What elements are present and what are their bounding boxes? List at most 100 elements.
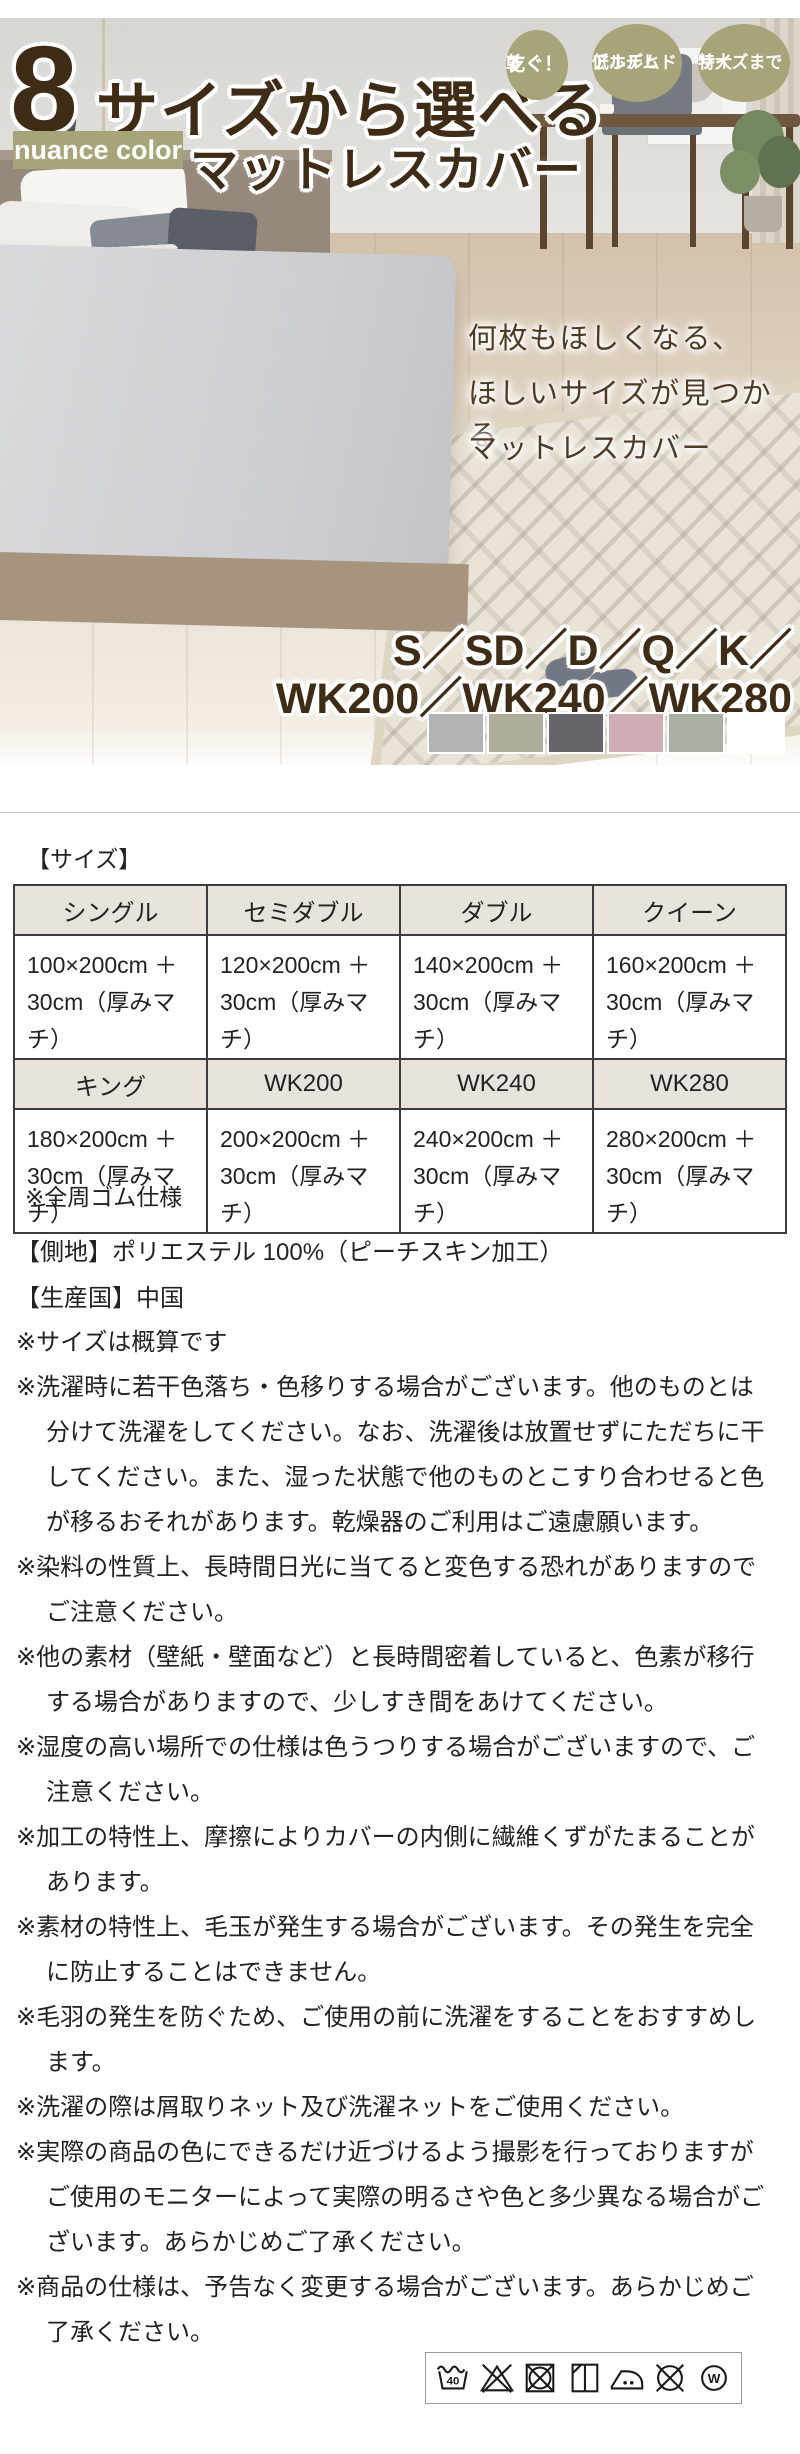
no-tumble-dry-icon	[525, 2363, 555, 2393]
line-dry-in-shade-icon	[571, 2363, 598, 2393]
badge-line: 低ホルム	[592, 53, 660, 73]
size-header-wk200: WK200	[206, 1058, 401, 1110]
color-swatch-sage	[669, 714, 723, 752]
brand-label: nuance color	[13, 131, 183, 169]
note-humidity: ※湿度の高い場所での仕様は色うつりする場合がございますので、ご注意ください。	[16, 1734, 756, 1806]
size-value: 30cm（厚みマチ）	[606, 989, 755, 1052]
feature-badge-quick-dry: すぐ 乾く！	[506, 30, 568, 100]
size-table-data-row: 180×200cm ＋ 30cm（厚みマチ） 200×200cm ＋ 30cm（…	[13, 1108, 787, 1234]
size-header-wk280: WK280	[592, 1058, 787, 1110]
tagline-line1: 何枚もほしくなる、	[468, 321, 743, 355]
mattress-with-cover	[0, 243, 457, 592]
badge-line: 乾く！	[506, 54, 564, 76]
color-swatch-pink	[609, 714, 663, 752]
size-table-header-row: シングル セミダブル ダブル クイーン	[13, 884, 787, 936]
spec-material: 【側地】ポリエステル 100%（ピーチスキン加工）	[16, 1239, 564, 1266]
size-value: 180×200cm ＋	[27, 1126, 178, 1152]
color-swatch-charcoal	[549, 714, 603, 752]
no-dry-clean-icon	[656, 2363, 685, 2393]
chair-leg	[690, 135, 696, 247]
badge-line: 特大	[698, 53, 732, 73]
table-leg	[786, 127, 793, 249]
size-cell-wk240: 240×200cm ＋ 30cm（厚みマチ）	[399, 1108, 594, 1234]
badge-line: すぐ	[506, 54, 545, 76]
table-leg	[540, 127, 547, 249]
size-value: 30cm（厚みマチ）	[220, 989, 369, 1052]
note-laundry-net: ※洗濯の際は屑取りネット及び洗濯ネットをご使用ください。	[16, 2094, 685, 2121]
color-swatch-greige	[489, 714, 543, 752]
size-table-header-row: キング WK200 WK240 WK280	[13, 1058, 787, 1110]
size-value: 30cm（厚みマチ）	[413, 1163, 562, 1226]
note-spec-change: ※商品の仕様は、予告なく変更する場合がございます。あらかじめご了承ください。	[16, 2274, 754, 2346]
color-swatch-gray	[429, 714, 483, 752]
size-value: 30cm（厚みマチ）	[220, 1163, 369, 1226]
size-cell-double: 140×200cm ＋ 30cm（厚みマチ）	[399, 934, 594, 1060]
feature-badge-low-formaldehyde: 低ホルム アルデヒド	[592, 24, 682, 102]
wet-clean-letter: W	[707, 2371, 720, 2386]
size-section-heading: 【サイズ】	[27, 846, 142, 872]
laundry-care-icons: 40 W	[425, 2352, 742, 2404]
size-value: 30cm（厚みマチ）	[413, 989, 562, 1052]
note-sunlight-fade: ※染料の性質上、長時間日光に当てると変色する恐れがありますのでご注意ください。	[16, 1554, 757, 1626]
teacup	[560, 104, 574, 113]
hero-photo: 8 サイズから選べる nuance color マットレスカバー すぐ 乾く！ …	[0, 18, 800, 765]
size-cell-king: 180×200cm ＋ 30cm（厚みマチ）	[13, 1108, 208, 1234]
plant-pot	[744, 196, 782, 232]
wash-temp-label: 40	[447, 2376, 460, 2388]
wash-40-icon: 40	[437, 2365, 469, 2390]
size-value: 140×200cm ＋	[413, 952, 564, 978]
size-header-semidouble: セミダブル	[206, 884, 401, 936]
potted-plant-leaf	[758, 136, 800, 188]
spec-origin: 【生産国】中国	[16, 1285, 184, 1312]
size-cell-single: 100×200cm ＋ 30cm（厚みマチ）	[13, 934, 208, 1060]
note-prewash: ※毛羽の発生を防ぐため、ご使用の前に洗濯をすることをおすすめします。	[16, 2004, 757, 2076]
size-header-double: ダブル	[399, 884, 594, 936]
size-cell-wk280: 280×200cm ＋ 30cm（厚みマチ）	[592, 1108, 787, 1234]
chair-leg	[612, 135, 618, 247]
iron-medium-icon	[610, 2370, 644, 2390]
note-lint-inside: ※加工の特性上、摩擦によりカバーの内側に繊維くずがたまることがあります。	[16, 1824, 755, 1896]
size-value: 100×200cm ＋	[27, 952, 178, 978]
wet-clean-icon: W	[700, 2365, 727, 2391]
tagline-line3: マットレスカバー	[468, 431, 713, 465]
potted-plant-leaf	[720, 150, 760, 194]
elastic-note: ※全周ゴム仕様	[25, 1184, 183, 1210]
caution-notes: ※サイズは概算です ※洗濯時に若干色落ち・色移りする場合がございます。他のものと…	[16, 1320, 766, 2355]
size-header-wk240: WK240	[399, 1058, 594, 1110]
size-cell-wk200: 200×200cm ＋ 30cm（厚みマチ）	[206, 1108, 401, 1234]
size-value: 200×200cm ＋	[220, 1126, 371, 1152]
feature-badge-extra-large: 特大 サイズまで	[698, 24, 790, 102]
size-value: 30cm（厚みマチ）	[27, 989, 176, 1052]
table-leg	[586, 127, 593, 249]
size-value: 160×200cm ＋	[606, 952, 757, 978]
note-size-approx: ※サイズは概算です	[16, 1329, 228, 1356]
size-value: 120×200cm ＋	[220, 952, 371, 978]
size-table-data-row: 100×200cm ＋ 30cm（厚みマチ） 120×200cm ＋ 30cm（…	[13, 934, 787, 1060]
no-bleach-icon	[479, 2363, 514, 2394]
color-swatch-white	[729, 714, 783, 752]
section-divider	[0, 812, 800, 813]
size-header-single: シングル	[13, 884, 208, 936]
headline-number: 8	[10, 21, 78, 157]
size-value: 30cm（厚みマチ）	[27, 1163, 176, 1226]
note-monitor-color: ※実際の商品の色にできるだけ近づけるよう撮影を行っておりますがご使用のモニターに…	[16, 2139, 765, 2256]
note-pilling: ※素材の特性上、毛玉が発生する場合がございます。その発生を完全に防止することはで…	[16, 1914, 754, 1986]
size-cell-semidouble: 120×200cm ＋ 30cm（厚みマチ）	[206, 934, 401, 1060]
product-name: マットレスカバー	[190, 144, 583, 197]
size-cell-queen: 160×200cm ＋ 30cm（厚みマチ）	[592, 934, 787, 1060]
note-color-bleed-wash: ※洗濯時に若干色落ち・色移りする場合がございます。他のものとは分けて洗濯をしてく…	[16, 1374, 765, 1536]
size-value: 30cm（厚みマチ）	[606, 1163, 755, 1226]
macrame-hanger	[102, 18, 105, 218]
size-header-king: キング	[13, 1058, 208, 1110]
note-contact-transfer: ※他の素材（壁紙・壁面など）と長時間密着していると、色素が移行する場合があります…	[16, 1644, 755, 1716]
size-header-queen: クイーン	[592, 884, 787, 936]
size-value: 280×200cm ＋	[606, 1126, 757, 1152]
dining-table	[528, 114, 800, 127]
badge-line: サイズまで	[698, 53, 783, 73]
size-lineup-line1: S／SD／D／Q／K／	[393, 627, 792, 675]
size-table: シングル セミダブル ダブル クイーン 100×200cm ＋ 30cm（厚みマ…	[13, 884, 787, 1234]
badge-line: アルデヒド	[592, 53, 677, 73]
teacup	[600, 104, 614, 113]
tagline-line2: ほしいサイズが見つかる	[468, 376, 773, 452]
